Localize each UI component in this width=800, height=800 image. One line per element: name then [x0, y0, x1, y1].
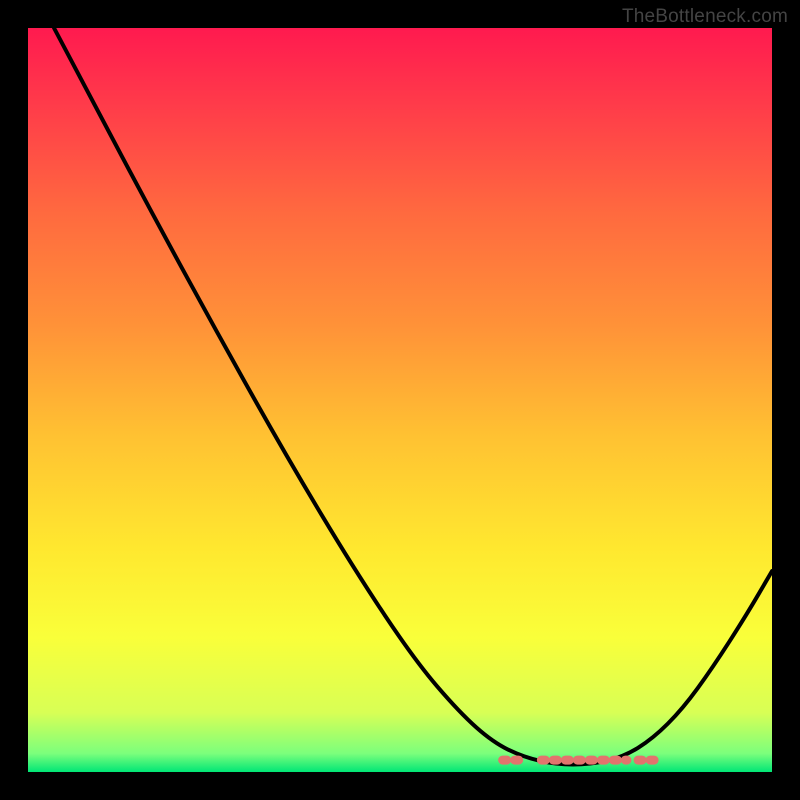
chart-root — [0, 0, 800, 800]
watermark-text: TheBottleneck.com — [622, 6, 788, 28]
chart-gradient-bg — [28, 28, 772, 772]
